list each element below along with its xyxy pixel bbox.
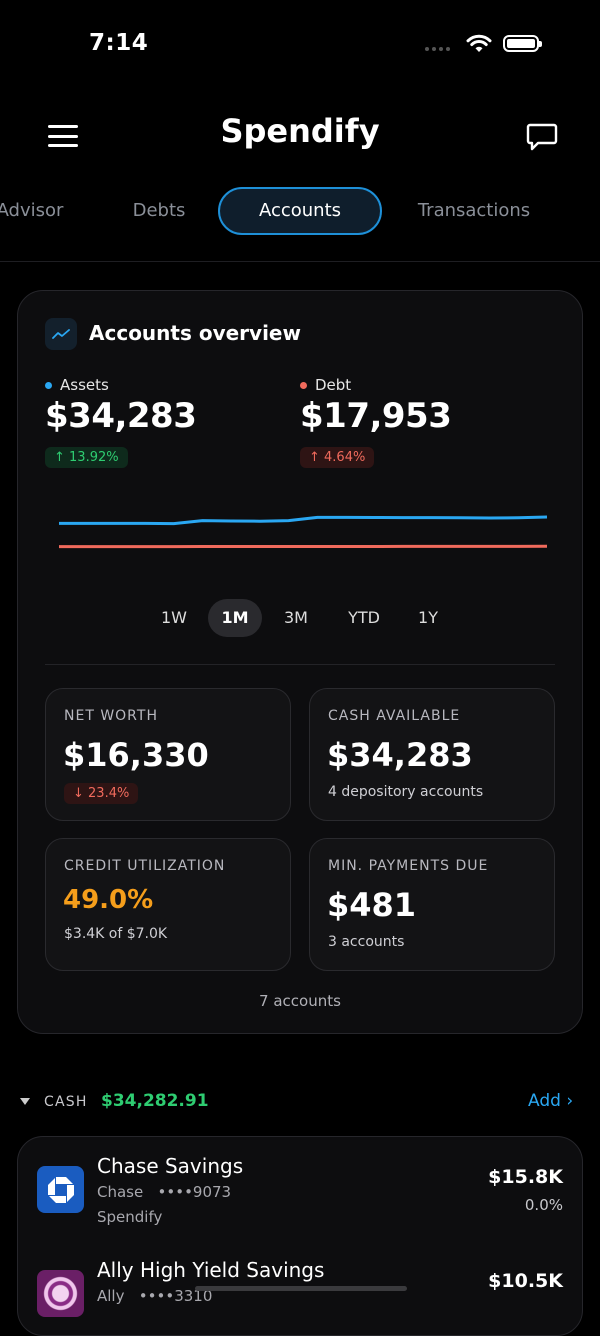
status-time: 7:14 <box>89 30 148 56</box>
debt-legend: Debt <box>300 375 351 394</box>
add-account-link[interactable]: Add › <box>528 1091 573 1111</box>
ally-logo-icon <box>37 1270 84 1317</box>
stat-value: $34,283 <box>327 736 473 774</box>
chase-logo-icon <box>37 1166 84 1213</box>
account-amount: $10.5K <box>460 1270 563 1292</box>
trend-icon <box>45 318 77 350</box>
assets-label: Assets <box>60 376 109 394</box>
net-worth-tile[interactable]: NET WORTH $16,330 ↓ 23.4% <box>45 688 291 821</box>
home-indicator <box>195 1286 407 1291</box>
account-name: Chase Savings <box>97 1154 243 1178</box>
cash-section-total: $34,282.91 <box>101 1091 209 1111</box>
stat-sub: 4 depository accounts <box>328 784 483 800</box>
app-title: Spendify <box>0 112 600 150</box>
assets-value: $34,283 <box>45 396 196 436</box>
assets-dot <box>45 382 52 389</box>
cash-available-tile[interactable]: CASH AVAILABLE $34,283 4 depository acco… <box>309 688 555 821</box>
series-line-assets <box>59 517 547 524</box>
range-1y[interactable]: 1Y <box>406 599 450 637</box>
overview-title: Accounts overview <box>89 321 301 345</box>
range-1m[interactable]: 1M <box>208 599 262 637</box>
stat-label: CREDIT UTILIZATION <box>64 858 225 874</box>
stat-sub: $3.4K of $7.0K <box>64 926 167 942</box>
account-name: Ally High Yield Savings <box>97 1258 324 1282</box>
cash-section-label: CASH <box>44 1094 88 1110</box>
range-3m[interactable]: 3M <box>272 599 320 637</box>
tab-bar: Advisor Debts Accounts Transactions <box>0 187 600 237</box>
min-payments-tile[interactable]: MIN. PAYMENTS DUE $481 3 accounts <box>309 838 555 971</box>
stat-value: $16,330 <box>63 736 209 774</box>
account-source: Spendify <box>97 1208 162 1226</box>
stat-label: CASH AVAILABLE <box>328 708 460 724</box>
account-change: 0.0% <box>460 1196 563 1214</box>
signal-dots-icon <box>425 47 450 51</box>
stat-sub: 3 accounts <box>328 934 404 950</box>
range-selector: 1W 1M 3M YTD 1Y <box>150 599 450 637</box>
range-ytd[interactable]: YTD <box>336 599 392 637</box>
stat-value: 49.0% <box>63 885 153 915</box>
tab-debts[interactable]: Debts <box>110 187 208 235</box>
credit-utilization-tile[interactable]: CREDIT UTILIZATION 49.0% $3.4K of $7.0K <box>45 838 291 971</box>
range-1w[interactable]: 1W <box>150 599 198 637</box>
battery-icon <box>503 35 539 52</box>
divider <box>0 261 600 262</box>
debt-change-badge: ↑ 4.64% <box>300 447 374 468</box>
stat-label: MIN. PAYMENTS DUE <box>328 858 488 874</box>
institution-name: Ally <box>97 1287 124 1305</box>
account-amount: $15.8K <box>460 1166 563 1188</box>
chat-icon[interactable] <box>526 122 558 152</box>
tab-advisor[interactable]: Advisor <box>0 187 90 235</box>
accounts-count: 7 accounts <box>0 992 600 1010</box>
debt-label: Debt <box>315 376 351 394</box>
assets-change-badge: ↑ 13.92% <box>45 447 128 468</box>
net-worth-change-badge: ↓ 23.4% <box>64 783 138 804</box>
debt-dot <box>300 382 307 389</box>
stat-value: $481 <box>327 886 416 924</box>
tab-accounts[interactable]: Accounts <box>218 187 382 235</box>
account-mask: ••••9073 <box>158 1183 232 1201</box>
overview-line-chart <box>45 495 555 560</box>
tab-transactions[interactable]: Transactions <box>398 187 550 235</box>
assets-legend: Assets <box>45 375 109 394</box>
institution-name: Chase <box>97 1183 143 1201</box>
divider <box>45 664 555 665</box>
wifi-icon <box>466 34 492 54</box>
account-institution: Chase ••••9073 <box>97 1183 231 1201</box>
stat-label: NET WORTH <box>64 708 158 724</box>
collapse-caret-icon[interactable] <box>20 1098 30 1105</box>
debt-value: $17,953 <box>300 396 451 436</box>
